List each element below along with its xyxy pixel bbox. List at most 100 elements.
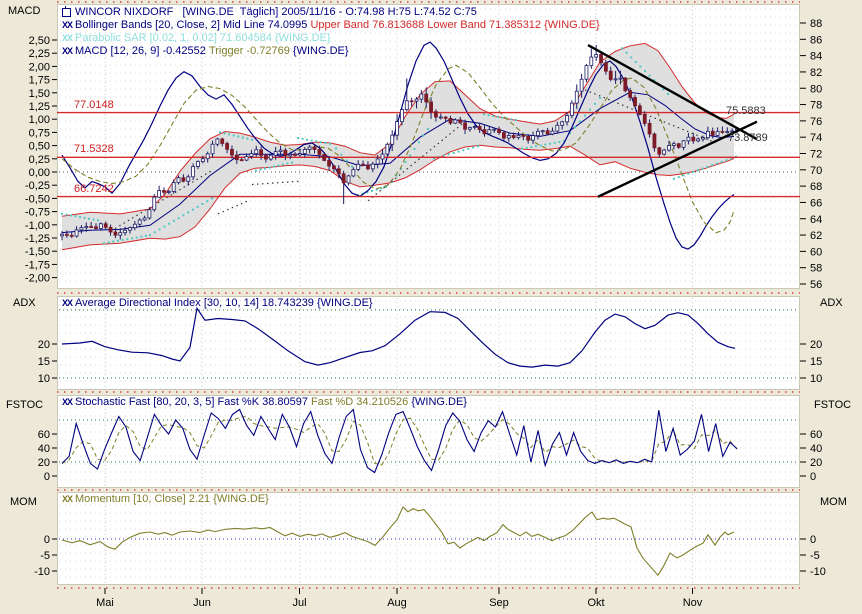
splitter-dots-adx[interactable]: [57, 292, 800, 294]
splitter-dots-top[interactable]: [57, 1, 800, 3]
panel-label-macd: MACD: [8, 5, 41, 17]
price-axis-label: 78: [810, 100, 822, 112]
adx-axis-label: 10: [38, 373, 50, 385]
legend-text: Average Directional Index [30, 10, 14] 1…: [75, 297, 373, 309]
legend-text: {WING.DE}: [544, 19, 600, 31]
macd-axis-label: -1,50: [25, 246, 50, 258]
legend-text: {WING.DE}: [292, 45, 349, 57]
trendline-value-label: 73.8789: [728, 132, 768, 144]
panel-label-mom-right: MOM: [820, 496, 847, 508]
macd-axis-label: -1,25: [25, 233, 50, 245]
indicator-toggle-icon[interactable]: XX: [62, 397, 73, 407]
fstoc-axis-label: 40: [38, 443, 50, 455]
momentum-axis-label: 0: [44, 534, 50, 546]
price-level-label: 71.5328: [74, 143, 114, 156]
macd-axis-label: -0,25: [25, 180, 50, 192]
fstoc-axis-label: 60: [810, 429, 822, 441]
month-label: Jul: [292, 597, 306, 609]
price-axis-label: 88: [810, 18, 822, 30]
macd-axis-label: -2,00: [25, 273, 50, 285]
momentum-axis-label: -5: [40, 550, 50, 562]
macd-axis-label: -0,75: [25, 207, 50, 219]
price-axis-label: 72: [810, 149, 822, 161]
macd-axis-label: 0,00: [29, 167, 50, 179]
splitter-dots-fstoc[interactable]: [57, 391, 800, 393]
price-axis-label: 80: [810, 83, 822, 95]
panel-label-fstoc-left: FSTOC: [6, 399, 44, 411]
price-axis-label: 74: [810, 132, 822, 144]
price-axis-label: 86: [810, 34, 822, 46]
price-axis-label: 68: [810, 181, 822, 193]
indicator-toggle-icon[interactable]: XX: [62, 33, 73, 43]
macd-axis-label: -1,75: [25, 259, 50, 271]
panel-label-mom-left: MOM: [10, 496, 37, 508]
month-label: Okt: [587, 597, 604, 609]
price-axis-label: 64: [810, 214, 822, 226]
macd-axis-label: 1,00: [29, 114, 50, 126]
macd-axis-label: 1,75: [29, 75, 50, 87]
macd-axis-label: -1,00: [25, 220, 50, 232]
price-axis-label: 62: [810, 230, 822, 242]
price-axis-label: 84: [810, 51, 822, 63]
legend-text: Momentum [10, Close] 2.21 {WING.DE}: [75, 493, 269, 505]
macd-axis-label: 1,50: [29, 88, 50, 100]
indicator-toggle-icon[interactable]: XX: [62, 494, 73, 504]
legend-row[interactable]: WINCOR NIXDORF [WING.DE Täglich] 2005/11…: [62, 6, 477, 19]
month-label: Aug: [387, 597, 407, 609]
price-axis-label: 60: [810, 246, 822, 258]
price-axis-label: 70: [810, 165, 822, 177]
legend-text: Lower Band 71.385312: [427, 19, 545, 31]
splitter-dots-bottom[interactable]: [57, 587, 800, 589]
month-label: Jun: [193, 597, 211, 609]
adx-axis-label: 10: [810, 373, 822, 385]
momentum-axis-label: 0: [810, 534, 816, 546]
momentum-axis-label: -10: [34, 566, 50, 578]
indicator-toggle-icon[interactable]: XX: [62, 298, 73, 308]
adx-panel[interactable]: [57, 296, 800, 390]
price-axis-label: 66: [810, 197, 822, 209]
price-axis-label: 82: [810, 67, 822, 79]
fstoc-axis-label: 20: [38, 457, 50, 469]
macd-axis-label: 2,50: [29, 35, 50, 47]
adx-axis-label: 15: [38, 356, 50, 368]
price-level-label: 77.0148: [74, 98, 114, 111]
legend-row[interactable]: XX Average Directional Index [30, 10, 14]…: [62, 297, 373, 310]
macd-axis-label: 2,25: [29, 48, 50, 60]
legend-text: Fast %D 34.210526: [311, 396, 412, 408]
month-label: Sep: [489, 597, 509, 609]
indicator-toggle-icon[interactable]: XX: [62, 46, 73, 56]
legend-text: Upper Band 76.813688: [310, 19, 428, 31]
fstoc-axis-label: 0: [44, 471, 50, 483]
fstoc-axis-label: 20: [810, 457, 822, 469]
legend-row[interactable]: XX Bollinger Bands [20, Close, 2] Mid Lin…: [62, 19, 600, 32]
momentum-axis-label: -5: [810, 550, 820, 562]
legend-row[interactable]: XX Stochastic Fast [80, 20, 3, 5] Fast %K…: [62, 396, 467, 409]
price-level-label: 66.7242: [74, 182, 114, 195]
price-axis-label: 58: [810, 263, 822, 275]
fstoc-axis-label: 40: [810, 443, 822, 455]
legend-text: Trigger -0.72769: [208, 45, 293, 57]
macd-axis-label: -0,50: [25, 193, 50, 205]
legend-row[interactable]: XX MACD [12, 26, 9] -0.42552 Trigger -0.7…: [62, 45, 349, 58]
panel-label-adx-right: ADX: [820, 297, 843, 309]
macd-axis-label: 2,00: [29, 61, 50, 73]
legend-text: Stochastic Fast [80, 20, 3, 5] Fast %K 3…: [75, 396, 312, 408]
macd-axis-label: 1,25: [29, 101, 50, 113]
adx-axis-label: 20: [38, 339, 50, 351]
chart-pin-icon: [62, 6, 71, 17]
legend-row[interactable]: XX Parabolic SAR [0.02, 1, 0.02] 71.60458…: [62, 32, 331, 45]
macd-axis-label: 0,50: [29, 141, 50, 153]
momentum-axis-label: -10: [810, 566, 826, 578]
month-label: Mai: [96, 597, 114, 609]
legend-text: MACD [12, 26, 9] -0.42552: [75, 45, 209, 57]
indicator-toggle-icon[interactable]: XX: [62, 20, 73, 30]
legend-text: Parabolic SAR [0.02, 1, 0.02] 71.604584 …: [75, 32, 331, 44]
legend-text: {WING.DE}: [411, 396, 467, 408]
macd-axis-label: 0,25: [29, 154, 50, 166]
legend-row[interactable]: XX Momentum [10, Close] 2.21 {WING.DE}: [62, 493, 269, 506]
panel-label-fstoc-right: FSTOC: [814, 399, 852, 411]
price-axis-label: 76: [810, 116, 822, 128]
fstoc-axis-label: 60: [38, 429, 50, 441]
splitter-dots-mom[interactable]: [57, 489, 800, 491]
